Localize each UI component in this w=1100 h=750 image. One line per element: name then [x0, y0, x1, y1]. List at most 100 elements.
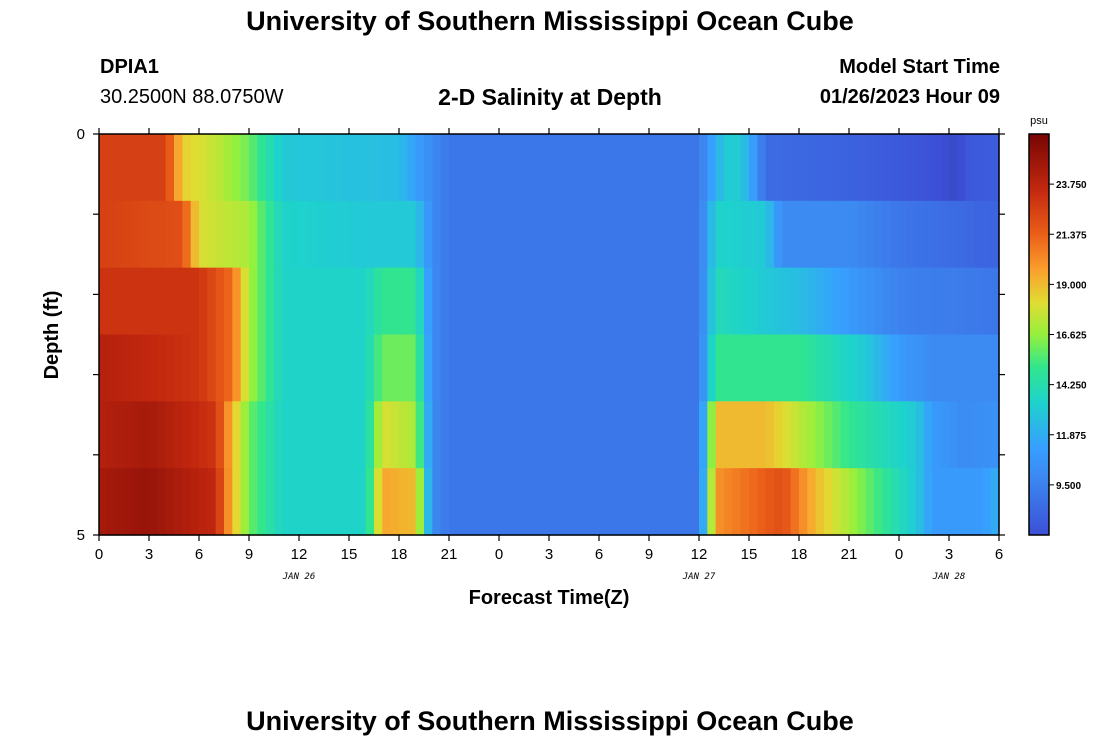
heatmap-cell	[190, 200, 200, 269]
heatmap-cell	[724, 401, 733, 469]
heatmap-cell	[274, 267, 283, 336]
heatmap-cell	[340, 267, 350, 336]
heatmap-cell	[107, 334, 117, 402]
heatmap-cell	[815, 134, 825, 202]
heatmap-cell	[840, 134, 850, 202]
heatmap-cell	[924, 401, 933, 469]
heatmap-cell	[532, 401, 542, 469]
heatmap-cell	[757, 468, 767, 536]
heatmap-cell	[515, 468, 525, 536]
heatmap-cell	[99, 267, 108, 336]
heatmap-cell	[499, 334, 508, 402]
heatmap-cell	[424, 200, 433, 269]
heatmap-cell	[824, 468, 833, 536]
colorbar-scale	[1028, 133, 1050, 536]
heatmap-cell	[774, 468, 783, 536]
heatmap-cell	[257, 200, 267, 269]
heatmap-cell	[182, 468, 192, 536]
x-tick-label: 0	[895, 546, 903, 563]
heatmap-cell	[465, 267, 475, 336]
heatmap-cell	[649, 468, 658, 536]
heatmap-cell	[699, 200, 708, 269]
heatmap-cell	[799, 200, 808, 269]
heatmap-cell	[332, 468, 342, 536]
heatmap-cell	[824, 134, 833, 202]
heatmap-cell	[899, 468, 908, 536]
heatmap-cell	[949, 134, 958, 202]
heatmap-cell	[99, 468, 108, 536]
heatmap-cell	[107, 267, 117, 336]
heatmap-cell	[740, 334, 750, 402]
heatmap-cell	[624, 200, 633, 269]
heatmap-cell	[490, 200, 500, 269]
heatmap-cell	[849, 200, 858, 269]
heatmap-cell	[324, 334, 333, 402]
heatmap-cell	[382, 134, 392, 202]
heatmap-cell	[624, 334, 633, 402]
heatmap-cell	[532, 334, 542, 402]
heatmap-cell	[232, 401, 242, 469]
heatmap-cell	[182, 267, 192, 336]
heatmap-cell	[282, 267, 292, 336]
heatmap-cell	[924, 334, 933, 402]
heatmap-cell	[290, 468, 300, 536]
heatmap-cell	[957, 200, 967, 269]
heatmap-cell	[732, 267, 742, 336]
heatmap-cell	[99, 200, 108, 269]
heatmap-cell	[507, 200, 517, 269]
heatmap-cell	[882, 401, 892, 469]
heatmap-cell	[215, 200, 225, 269]
heatmap-cell	[732, 468, 742, 536]
heatmap-cell	[590, 468, 600, 536]
heatmap-cell	[649, 134, 658, 202]
heatmap-cell	[440, 200, 450, 269]
heatmap-cell	[582, 200, 592, 269]
heatmap-cell	[857, 134, 867, 202]
heatmap-cell	[307, 200, 317, 269]
y-axis-title: Depth (ft)	[41, 291, 63, 380]
heatmap-cell	[640, 468, 650, 536]
heatmap-cell	[465, 334, 475, 402]
heatmap-cell	[382, 468, 392, 536]
heatmap-cell	[565, 401, 575, 469]
heatmap-cell	[940, 267, 950, 336]
heatmap-cell	[574, 200, 583, 269]
x-tick-label: 12	[691, 546, 708, 563]
heatmap-cell	[432, 200, 442, 269]
heatmap-cell	[724, 267, 733, 336]
heatmap-cell	[399, 468, 408, 536]
heatmap-cell	[590, 200, 600, 269]
heatmap-cell	[540, 267, 550, 336]
heatmap-cell	[165, 200, 175, 269]
colorbar: psu 23.750 21.375 19.000 16.625 14.250 11.875…	[1028, 115, 1087, 536]
heatmap-cell	[140, 200, 150, 269]
heatmap-cell	[907, 468, 917, 536]
heatmap-cell	[174, 200, 183, 269]
heatmap-cell	[165, 134, 175, 202]
x-tick-label: 6	[995, 546, 1003, 563]
heatmap-cell	[332, 134, 342, 202]
x-axis: 0 3 6 9 12 15 18 21 0 3 6 9 12 15 18 21 0 3 6	[95, 128, 1003, 563]
heatmap-cell	[140, 334, 150, 402]
heatmap-cell	[699, 134, 708, 202]
heatmap-cell	[407, 401, 417, 469]
heatmap-cell	[224, 200, 233, 269]
heatmap-cell	[290, 134, 300, 202]
heatmap-cell	[157, 334, 167, 402]
heatmap-cell	[282, 401, 292, 469]
heatmap-cell	[849, 267, 858, 336]
heatmap-cell	[157, 134, 167, 202]
heatmap-cell	[940, 401, 950, 469]
heatmap-cell	[707, 267, 717, 336]
heatmap-cell	[374, 267, 383, 336]
x-axis-title: Forecast Time(Z)	[469, 587, 630, 609]
heatmap-cell	[282, 334, 292, 402]
heatmap-cell	[107, 401, 117, 469]
heatmap-cell	[265, 334, 275, 402]
heatmap-cell	[757, 200, 767, 269]
heatmap-cell	[874, 134, 883, 202]
heatmap-cell	[649, 200, 658, 269]
heatmap-cell	[857, 401, 867, 469]
heatmap-cell	[215, 267, 225, 336]
heatmap-cell	[782, 200, 792, 269]
